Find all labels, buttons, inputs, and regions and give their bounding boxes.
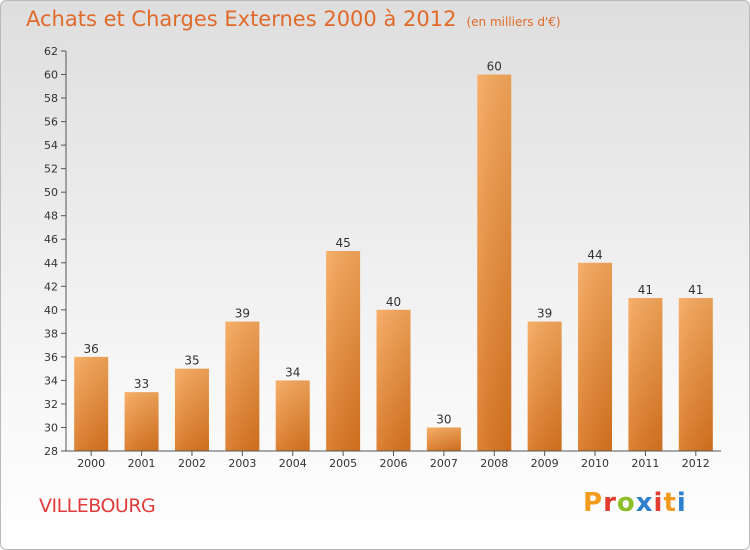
y-tick-label: 60 (44, 69, 58, 82)
y-tick-label: 58 (44, 92, 58, 105)
chart-title: Achats et Charges Externes 2000 à 2012 (e… (26, 7, 561, 31)
logo-letter: o (616, 488, 636, 518)
y-tick-label: 32 (44, 398, 58, 411)
logo-letter: r (603, 488, 617, 518)
logo-letter: x (635, 488, 654, 518)
bar-shade-2008 (477, 74, 512, 451)
y-tick-label: 46 (44, 233, 58, 246)
y-tick-label: 50 (44, 186, 58, 199)
x-tick-label: 2004 (279, 457, 307, 470)
city-name: VILLEBOURG (39, 495, 156, 517)
bar-value-label: 41 (688, 283, 703, 297)
bar-shade-2002 (174, 368, 209, 451)
x-tick-label: 2011 (631, 457, 659, 470)
y-tick-label: 30 (44, 421, 58, 434)
bar-value-label: 40 (386, 295, 401, 309)
y-tick-label: 48 (44, 210, 58, 223)
bar-value-label: 35 (184, 354, 199, 368)
logo-letter: i (676, 488, 687, 518)
bar-shade-2006 (376, 309, 411, 451)
x-tick-label: 2006 (380, 457, 408, 470)
x-tick-label: 2005 (329, 457, 357, 470)
bar-shade-2010 (578, 262, 613, 451)
x-tick-label: 2007 (430, 457, 458, 470)
y-tick-label: 34 (44, 374, 58, 387)
chart-title-text: Achats et Charges Externes 2000 à 2012 (26, 7, 457, 31)
x-tick-label: 2012 (682, 457, 710, 470)
y-tick-label: 44 (44, 257, 58, 270)
proxiti-logo: Proxiti (583, 488, 687, 518)
x-tick-label: 2000 (77, 457, 105, 470)
bar-shade-2000 (74, 356, 109, 451)
bar-value-label: 44 (587, 248, 602, 262)
bar-shade-2005 (326, 251, 361, 451)
bar-value-label: 34 (285, 365, 300, 379)
x-tick-label: 2003 (228, 457, 256, 470)
y-axis: 28 30 32 34 36 38 40 42 44 46 48 50 52 54 56 58 60 62 (44, 45, 67, 458)
y-tick-label: 62 (44, 45, 58, 58)
bar-value-label: 30 (436, 412, 451, 426)
logo-letter: i (653, 488, 664, 518)
logo-letter: t (663, 488, 677, 518)
y-tick-label: 54 (44, 139, 58, 152)
bar-shade-2009 (527, 321, 562, 451)
y-tick-label: 56 (44, 116, 58, 129)
bar-shade-2011 (628, 298, 663, 451)
bar-shade-2003 (225, 321, 260, 451)
bar-value-label: 36 (84, 342, 99, 356)
x-tick-label: 2001 (128, 457, 156, 470)
bar-value-label: 45 (335, 236, 350, 250)
bar-value-label: 33 (134, 377, 149, 391)
bar-shade-2001 (124, 392, 159, 451)
chart-subtitle: (en milliers d'€) (466, 15, 561, 29)
bar-value-label: 41 (638, 283, 653, 297)
y-tick-label: 28 (44, 445, 58, 458)
bar-value-label: 60 (487, 60, 502, 74)
bar-value-label: 39 (537, 307, 552, 321)
bar-shade-2007 (426, 427, 461, 451)
y-tick-label: 40 (44, 304, 58, 317)
logo-letter: P (583, 488, 604, 518)
bar-shade-2004 (275, 380, 310, 451)
bars: 36 33 35 39 34 45 40 30 60 39 44 41 41 (74, 60, 713, 451)
x-tick-label: 2009 (531, 457, 559, 470)
x-tick-label: 2002 (178, 457, 206, 470)
bar-shade-2012 (678, 298, 713, 451)
y-tick-label: 42 (44, 280, 58, 293)
y-tick-label: 52 (44, 163, 58, 176)
bar-value-label: 39 (235, 307, 250, 321)
x-tick-label: 2010 (581, 457, 609, 470)
y-tick-label: 38 (44, 327, 58, 340)
x-axis: 2000 2001 2002 2003 2004 2005 2006 2007 2008 2009… (66, 450, 721, 470)
x-tick-label: 2008 (480, 457, 508, 470)
y-tick-label: 36 (44, 351, 58, 364)
